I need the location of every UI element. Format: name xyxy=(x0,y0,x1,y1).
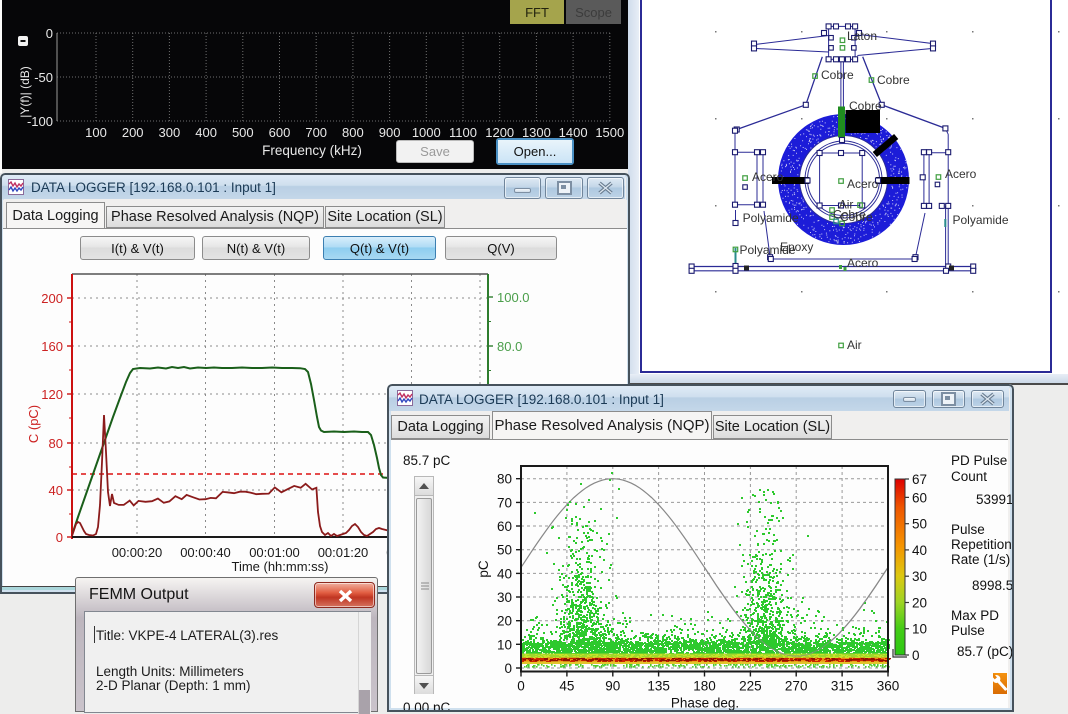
svg-text:0: 0 xyxy=(504,661,512,676)
svg-text:00:01:00: 00:01:00 xyxy=(249,545,300,560)
svg-text:Acero: Acero xyxy=(847,177,879,191)
svg-text:90: 90 xyxy=(605,679,620,694)
svg-text:100: 100 xyxy=(85,125,107,140)
svg-text:100.0: 100.0 xyxy=(497,290,530,305)
svg-text:200: 200 xyxy=(122,125,144,140)
svg-text:-100: -100 xyxy=(27,114,53,129)
svg-text:120: 120 xyxy=(41,387,63,402)
svg-text:160: 160 xyxy=(41,339,63,354)
svg-text:Air: Air xyxy=(839,198,854,212)
svg-text:60: 60 xyxy=(912,490,927,505)
svg-text:135: 135 xyxy=(647,679,670,694)
svg-text:-50: -50 xyxy=(34,70,53,85)
svg-text:Cobre: Cobre xyxy=(833,208,866,222)
svg-text:67: 67 xyxy=(912,472,927,487)
svg-text:200: 200 xyxy=(41,291,63,306)
svg-text:10: 10 xyxy=(497,637,512,652)
svg-text:Acero: Acero xyxy=(752,170,784,184)
svg-text:00:00:40: 00:00:40 xyxy=(180,545,231,560)
svg-text:50: 50 xyxy=(497,543,512,558)
svg-text:Time (hh:mm:ss): Time (hh:mm:ss) xyxy=(231,559,328,574)
svg-text:10: 10 xyxy=(912,622,927,637)
svg-text:1200: 1200 xyxy=(485,125,514,140)
svg-text:315: 315 xyxy=(831,679,854,694)
svg-text:00:00:20: 00:00:20 xyxy=(112,545,163,560)
svg-text:0: 0 xyxy=(46,26,53,41)
svg-text:Polyamide: Polyamide xyxy=(740,243,796,257)
svg-text:70: 70 xyxy=(497,495,512,510)
svg-text:1300: 1300 xyxy=(522,125,551,140)
svg-text:pC: pC xyxy=(476,560,491,578)
svg-text:270: 270 xyxy=(785,679,808,694)
svg-text:400: 400 xyxy=(195,125,217,140)
svg-text:Polyamide: Polyamide xyxy=(953,213,1009,227)
svg-text:20: 20 xyxy=(912,596,927,611)
svg-text:1100: 1100 xyxy=(449,125,477,140)
svg-text:Acero: Acero xyxy=(945,167,977,181)
svg-text:1400: 1400 xyxy=(559,125,588,140)
svg-text:30: 30 xyxy=(497,590,512,605)
svg-text:225: 225 xyxy=(739,679,762,694)
svg-text:80.0: 80.0 xyxy=(497,339,522,354)
svg-text:900: 900 xyxy=(379,125,401,140)
svg-text:Acero: Acero xyxy=(847,256,879,270)
svg-text:600: 600 xyxy=(269,125,291,140)
svg-text:|Y(f)| (dB): |Y(f)| (dB) xyxy=(18,66,32,118)
svg-text:80: 80 xyxy=(49,436,63,451)
svg-text:Cobre: Cobre xyxy=(840,210,873,224)
svg-text:60: 60 xyxy=(497,519,512,534)
svg-text:360: 360 xyxy=(877,679,900,694)
svg-text:Cobre: Cobre xyxy=(821,68,854,82)
svg-text:300: 300 xyxy=(159,125,181,140)
svg-text:1000: 1000 xyxy=(412,125,441,140)
svg-text:00:01:20: 00:01:20 xyxy=(318,545,369,560)
svg-text:0: 0 xyxy=(56,530,63,545)
svg-text:20: 20 xyxy=(497,614,512,629)
svg-text:1500: 1500 xyxy=(595,125,624,140)
svg-text:700: 700 xyxy=(305,125,327,140)
svg-text:0: 0 xyxy=(912,648,920,663)
svg-text:Cobre: Cobre xyxy=(877,73,910,87)
svg-text:Phase deg.: Phase deg. xyxy=(671,696,739,711)
svg-text:500: 500 xyxy=(232,125,254,140)
svg-text:180: 180 xyxy=(693,679,716,694)
svg-text:40: 40 xyxy=(912,543,927,558)
svg-text:800: 800 xyxy=(342,125,364,140)
svg-text:C (pC): C (pC) xyxy=(26,405,41,443)
svg-text:45: 45 xyxy=(559,679,574,694)
svg-text:40: 40 xyxy=(497,566,512,581)
svg-text:Air: Air xyxy=(847,338,862,352)
svg-text:30: 30 xyxy=(912,569,927,584)
svg-text:Cobre: Cobre xyxy=(849,99,882,113)
svg-text:Frequency (kHz): Frequency (kHz) xyxy=(262,143,362,158)
svg-text:Epoxy: Epoxy xyxy=(780,240,813,254)
svg-text:40: 40 xyxy=(49,483,63,498)
svg-text:50: 50 xyxy=(912,517,927,532)
svg-text:0: 0 xyxy=(517,679,525,694)
svg-text:80: 80 xyxy=(497,472,512,487)
svg-text:Laton: Laton xyxy=(847,29,877,43)
svg-text:Polyamide: Polyamide xyxy=(743,211,799,225)
